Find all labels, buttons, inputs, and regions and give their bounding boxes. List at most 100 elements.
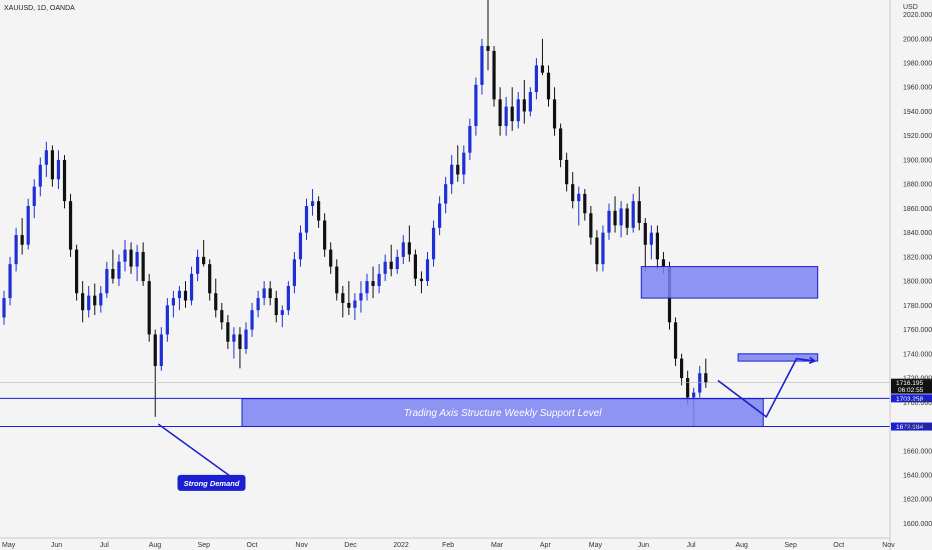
candle-body [8, 264, 12, 299]
candle-body [111, 269, 115, 279]
candle-body [655, 232, 659, 260]
level-price-tag [891, 378, 932, 394]
time-tick-label: May [589, 542, 603, 549]
time-tick-label: Mar [491, 542, 504, 549]
candle-body [486, 46, 490, 51]
candle-body [444, 184, 448, 204]
level-price-tag [891, 422, 932, 431]
annotation-strong-demand[interactable] [177, 474, 246, 491]
candle-body [353, 300, 357, 308]
zones-layer: Trading Axis Structure Weekly Support Le… [241, 266, 819, 428]
candle-body [419, 278, 424, 282]
candle-body [431, 227, 436, 260]
candle-body [329, 249, 333, 267]
price-tick-label: 1740.000 [903, 351, 932, 358]
candle-body [559, 128, 563, 160]
candle-body [81, 293, 85, 311]
candle-body [589, 213, 593, 238]
candle-body [323, 220, 327, 250]
time-axis[interactable]: May Jun Jul Aug Sep Oct Nov Dec 2022 Feb Mar Apr May… [2, 542, 895, 549]
candle-body [704, 373, 708, 383]
projection-path [717, 357, 815, 419]
zone-upper-resistance[interactable] [640, 266, 819, 299]
candle-body [625, 208, 629, 228]
candle-body [202, 256, 206, 265]
candle-body [510, 106, 514, 122]
time-tick-label: Nov [295, 542, 308, 549]
candle-body [274, 298, 278, 316]
candle-body [56, 159, 61, 180]
price-tick-label: 1820.000 [903, 254, 932, 261]
candle-body [2, 298, 6, 318]
candle-body [571, 184, 575, 202]
price-tick-label: 1660.000 [903, 448, 932, 455]
candle-body [365, 281, 369, 294]
candle-body [153, 334, 157, 366]
price-tick-label: 1600.000 [903, 521, 932, 528]
candle-body [583, 193, 587, 214]
candle-body [383, 261, 387, 274]
candle-body [123, 249, 127, 262]
candle-body [292, 259, 296, 286]
price-axis[interactable]: 1600.000 1620.000 1640.000 1660.000 1680.000… [903, 12, 932, 528]
candle-body [189, 273, 194, 301]
candle-body [298, 232, 303, 260]
candle-body [649, 232, 653, 245]
price-tick-label: 1680.000 [903, 424, 932, 431]
candle-body [310, 201, 315, 206]
candle-body [619, 208, 623, 226]
candle-body [347, 302, 351, 308]
candle-body [637, 201, 641, 223]
candle-body [534, 65, 538, 93]
level-price-text: 1703.258 [896, 396, 923, 403]
annotation-pointer [157, 423, 240, 484]
candle-body [62, 159, 67, 202]
candle-body [262, 288, 266, 299]
zone-label: Trading Axis Structure Weekly Support Le… [404, 408, 602, 419]
candles-layer [2, 0, 708, 427]
candle-body [341, 293, 345, 303]
time-tick-label: 2022 [393, 542, 409, 549]
candle-body [546, 72, 551, 100]
price-tick-label: 1700.000 [903, 400, 932, 407]
candle-body [631, 201, 635, 228]
candle-body [256, 298, 260, 311]
time-tick-label: Sep [784, 542, 797, 549]
symbol-title: XAUUSD, 1D, OANDA [4, 5, 75, 12]
candle-body [468, 126, 472, 153]
time-tick-label: Oct [247, 542, 258, 549]
candle-body [607, 210, 611, 233]
candle-body [147, 281, 151, 335]
time-tick-label: Jul [100, 542, 109, 549]
candle-body [99, 293, 103, 306]
candle-body [87, 295, 91, 311]
time-tick-label: Nov [882, 542, 895, 549]
price-tick-label: 1840.000 [903, 230, 932, 237]
annotation-text: Strong Demand [184, 479, 240, 488]
time-tick-label: Oct [833, 542, 844, 549]
candle-body [214, 293, 218, 311]
candle-body [474, 84, 478, 127]
candle-body [565, 159, 569, 185]
candle-body [26, 205, 30, 245]
candle-body [75, 249, 79, 294]
candle-body [165, 305, 169, 335]
candle-body [226, 322, 230, 342]
zone-retest-box[interactable] [737, 353, 819, 362]
time-tick-label: Jul [687, 542, 696, 549]
zone-weekly-support[interactable] [241, 398, 764, 428]
candle-body [601, 232, 605, 265]
candle-body [238, 334, 242, 349]
candle-body [528, 92, 532, 112]
candle-body [183, 290, 188, 301]
candle-body [438, 203, 442, 228]
candle-body [105, 269, 109, 294]
candle-body [680, 358, 684, 379]
candle-body [135, 252, 139, 267]
candle-body [395, 256, 399, 269]
candle-body [595, 237, 599, 265]
price-tick-label: 2020.000 [903, 12, 932, 19]
candle-body [14, 235, 18, 265]
